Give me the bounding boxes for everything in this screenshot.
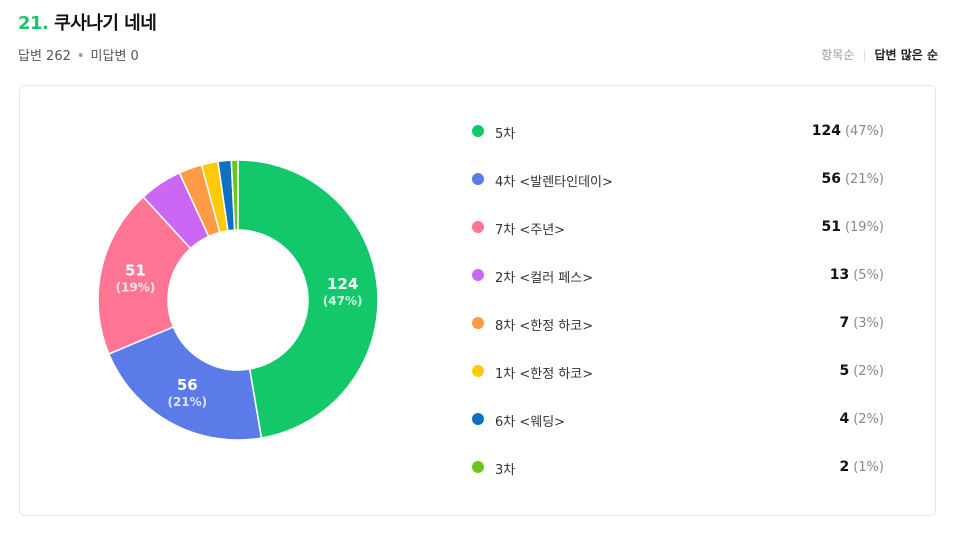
response-summary: 답변 262 • 미답변 0	[18, 45, 139, 64]
legend-value: 13 (5%)	[830, 267, 884, 283]
legend-item: 6차 <웨딩> 4 (2%)	[472, 409, 884, 457]
chart-legend: 5차 124 (47%) 4차 <발렌타인데이> 56 (21%) 7차 <주년> …	[472, 121, 884, 505]
legend-value: 4 (2%)	[839, 411, 884, 427]
question-text: 쿠사나기 네네	[54, 13, 157, 34]
legend-count: 56	[821, 171, 841, 187]
legend-swatch-icon	[472, 461, 484, 473]
legend-value: 124 (47%)	[812, 123, 884, 139]
legend-item: 1차 <한정 하코> 5 (2%)	[472, 361, 884, 409]
legend-count: 4	[839, 411, 850, 427]
donut-slice	[97, 195, 192, 355]
legend-label: 2차 <컬러 페스>	[495, 271, 594, 286]
legend-item: 3차 2 (1%)	[472, 457, 884, 505]
legend-label: 4차 <발렌타인데이>	[495, 175, 613, 190]
meta-separator: •	[76, 49, 85, 64]
legend-percent: (21%)	[844, 172, 884, 187]
sort-by-most-answers-button[interactable]: 답변 많은 순	[874, 48, 938, 62]
legend-label: 5차	[495, 127, 516, 142]
legend-value: 2 (1%)	[839, 459, 884, 475]
legend-item: 8차 <한정 하코> 7 (3%)	[472, 313, 884, 361]
legend-label: 8차 <한정 하코>	[495, 319, 594, 334]
legend-swatch-icon	[472, 125, 484, 137]
slice-percent-label: (19%)	[116, 281, 156, 295]
legend-value: 51 (19%)	[821, 219, 884, 235]
result-card	[19, 85, 936, 516]
sort-options: 항목순 | 답변 많은 순	[821, 46, 938, 63]
legend-label: 1차 <한정 하코>	[495, 367, 594, 382]
legend-swatch-icon	[472, 173, 484, 185]
donut-slice	[230, 159, 239, 231]
legend-label: 3차	[495, 463, 516, 478]
legend-percent: (5%)	[853, 268, 884, 283]
legend-count: 51	[821, 219, 841, 235]
legend-value: 7 (3%)	[839, 315, 884, 331]
legend-label: 6차 <웨딩>	[495, 415, 566, 430]
sort-by-item-button[interactable]: 항목순	[821, 48, 855, 62]
legend-item: 2차 <컬러 페스> 13 (5%)	[472, 265, 884, 313]
legend-percent: (47%)	[844, 124, 884, 139]
legend-count: 124	[811, 123, 841, 139]
legend-item: 4차 <발렌타인데이> 56 (21%)	[472, 169, 884, 217]
answered-count: 답변 262	[18, 49, 71, 64]
legend-count: 7	[839, 315, 850, 331]
legend-swatch-icon	[472, 269, 484, 281]
legend-percent: (19%)	[844, 220, 884, 235]
donut-slice	[107, 326, 263, 441]
legend-swatch-icon	[472, 413, 484, 425]
slice-percent-label: (21%)	[167, 395, 207, 409]
legend-swatch-icon	[472, 317, 484, 329]
legend-label: 7차 <주년>	[495, 223, 566, 238]
slice-count-label: 51	[125, 262, 146, 280]
legend-percent: (2%)	[853, 412, 884, 427]
legend-count: 2	[839, 459, 850, 475]
legend-item: 7차 <주년> 51 (19%)	[472, 217, 884, 265]
slice-count-label: 56	[177, 376, 198, 394]
legend-percent: (3%)	[853, 316, 884, 331]
legend-count: 13	[829, 267, 850, 283]
legend-value: 5 (2%)	[839, 363, 884, 379]
slice-count-label: 124	[327, 275, 358, 293]
legend-swatch-icon	[472, 365, 484, 377]
legend-swatch-icon	[472, 221, 484, 233]
legend-count: 5	[839, 363, 850, 379]
legend-item: 5차 124 (47%)	[472, 121, 884, 169]
legend-percent: (2%)	[853, 364, 884, 379]
sort-separator: |	[862, 48, 867, 62]
donut-slice	[237, 159, 379, 439]
unanswered-count: 미답변 0	[90, 49, 139, 64]
legend-percent: (1%)	[853, 460, 884, 475]
question-title: 21. 쿠사나기 네네	[18, 9, 157, 35]
legend-value: 56 (21%)	[821, 171, 884, 187]
question-number: 21.	[18, 13, 49, 34]
slice-percent-label: (47%)	[323, 294, 363, 308]
